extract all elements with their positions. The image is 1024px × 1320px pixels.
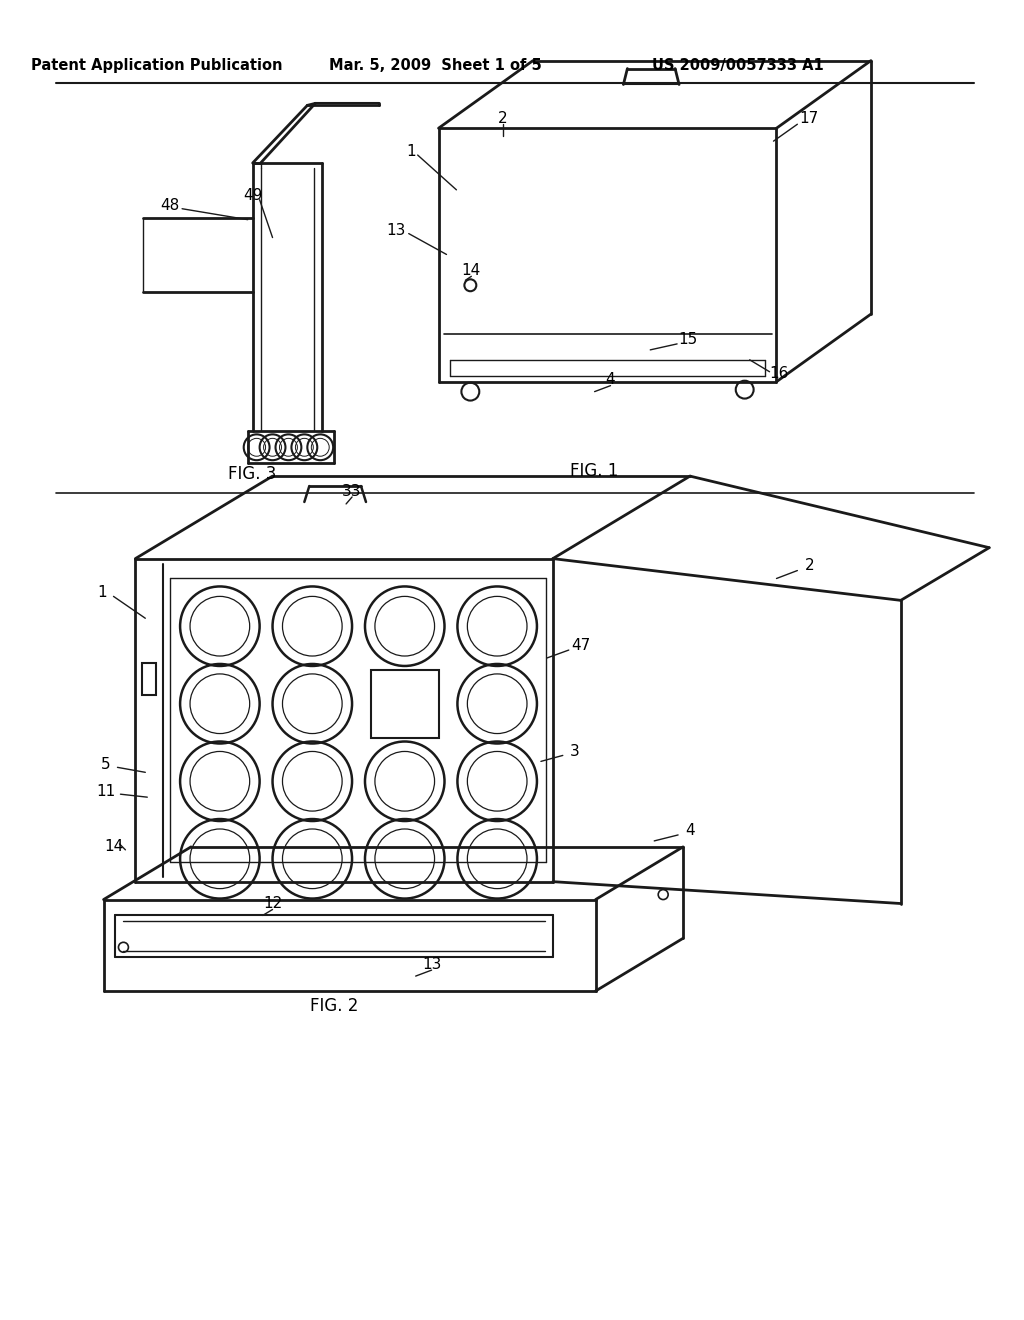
Text: 4: 4 [605,372,615,387]
Text: 1: 1 [407,144,416,158]
Text: Patent Application Publication: Patent Application Publication [32,58,283,73]
Text: US 2009/0057333 A1: US 2009/0057333 A1 [652,58,823,73]
Text: 4: 4 [685,824,695,838]
Text: 15: 15 [679,333,697,347]
Text: 14: 14 [462,263,481,277]
Text: 2: 2 [499,111,508,125]
Bar [371,671,438,738]
Text: 47: 47 [571,638,590,652]
Text: 5: 5 [100,756,111,772]
Text: 33: 33 [342,483,361,499]
Text: FIG. 3: FIG. 3 [228,465,276,483]
Text: FIG. 2: FIG. 2 [310,997,358,1015]
Text: 49: 49 [243,189,262,203]
Text: FIG. 1: FIG. 1 [570,462,618,480]
Text: 14: 14 [103,840,123,854]
Text: 2: 2 [805,558,814,573]
Text: 17: 17 [800,111,819,125]
Text: 13: 13 [386,223,406,238]
Text: 11: 11 [96,784,115,799]
Text: Mar. 5, 2009  Sheet 1 of 5: Mar. 5, 2009 Sheet 1 of 5 [329,58,542,73]
Text: 1: 1 [97,585,108,599]
Text: 3: 3 [569,744,580,759]
Bar [142,663,157,694]
Text: 48: 48 [161,198,180,214]
Text: 13: 13 [422,957,441,972]
Text: 16: 16 [770,366,790,381]
Text: 12: 12 [263,896,283,911]
